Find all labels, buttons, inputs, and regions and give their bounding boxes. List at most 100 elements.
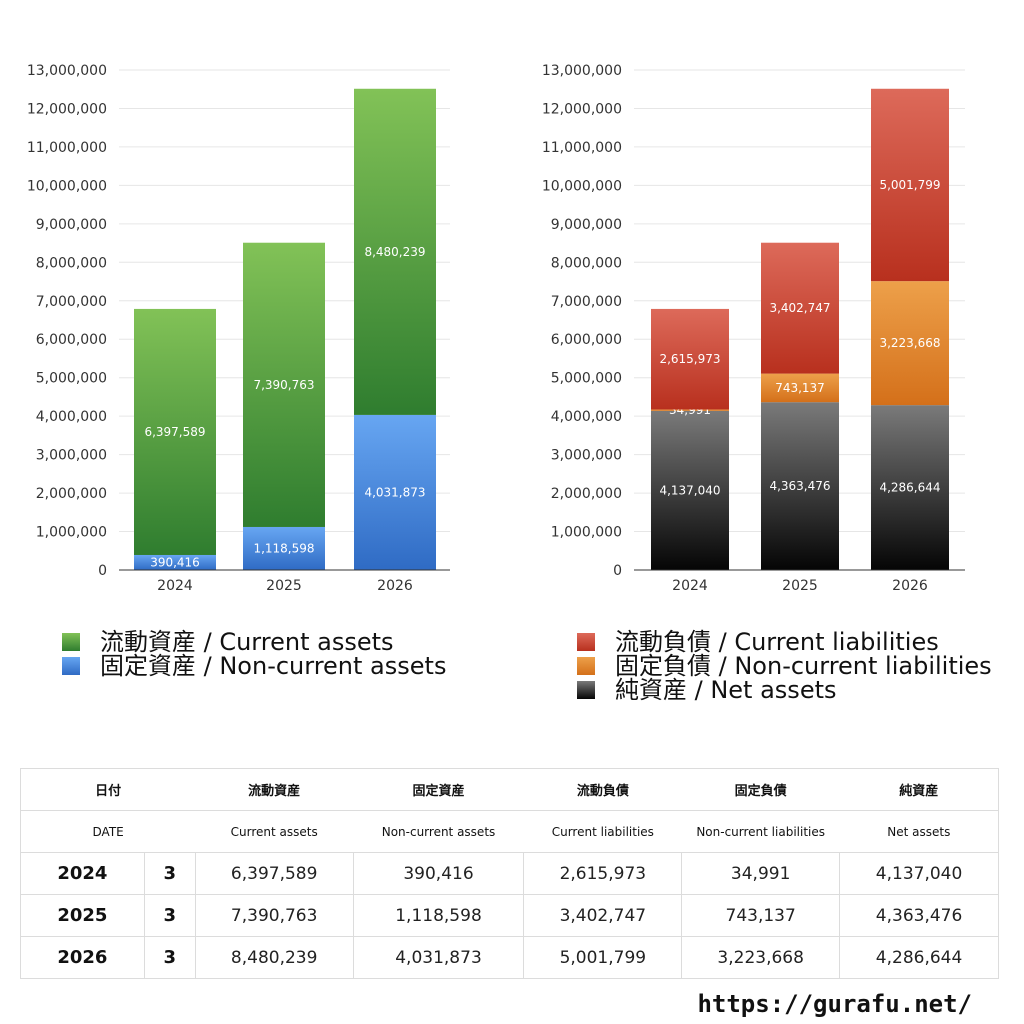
legend-item-current-liabilities: 流動負債 / Current liabilities (577, 630, 992, 654)
liabilities-legend: 流動負債 / Current liabilities 固定負債 / Non-cu… (577, 630, 992, 702)
x-tick-label: 2025 (266, 578, 302, 594)
y-tick-label: 2,000,000 (551, 486, 622, 502)
y-tick-label: 7,000,000 (36, 294, 107, 310)
legend-label: 固定負債 / Non-current liabilities (615, 652, 992, 680)
bar-data-label: 7,390,763 (253, 378, 314, 392)
bar-non-current-assets (354, 414, 436, 570)
legend-label: 流動資産 / Current assets (100, 628, 394, 656)
assets-chart: 0 1,000,000 2,000,000 3,000,000 4,000,000 5,0… (27, 63, 450, 594)
row-month: 3 (143, 894, 196, 937)
cell-non-current-assets: 1,118,598 (352, 894, 525, 937)
legend-swatch-non-current-assets (62, 657, 80, 675)
bar-non-current-liabilities (761, 373, 839, 403)
cell-current-assets: 8,480,239 (194, 936, 354, 979)
bar-data-label: 3,402,747 (769, 301, 830, 315)
table-row: 2025 3 7,390,763 1,118,598 3,402,747 743… (20, 894, 999, 937)
y-tick-label: 12,000,000 (542, 101, 622, 117)
bar-data-label: 4,363,476 (769, 479, 830, 493)
bar-data-label: 4,286,644 (879, 481, 940, 495)
y-tick-label: 8,000,000 (36, 255, 107, 271)
cell-net-assets: 4,363,476 (839, 894, 999, 937)
y-tick-label: 5,000,000 (36, 371, 107, 387)
liabilities-chart: 0 1,000,000 2,000,000 3,000,000 4,000,000 5,0… (542, 63, 965, 594)
cell-non-current-assets: 4,031,873 (352, 936, 525, 979)
bar-non-current-assets (134, 554, 216, 570)
legend-swatch-current-assets (62, 633, 80, 651)
legend-item-non-current-assets: 固定資産 / Non-current assets (62, 654, 446, 678)
y-tick-label: 7,000,000 (551, 294, 622, 310)
bar-data-label: 2,615,973 (659, 352, 720, 366)
y-tick-label: 13,000,000 (27, 63, 107, 79)
cell-net-assets: 4,286,644 (839, 936, 999, 979)
x-tick-label: 2024 (672, 578, 708, 594)
bar-data-label: 5,001,799 (879, 178, 940, 192)
x-tick-label: 2024 (157, 578, 193, 594)
cell-current-assets: 7,390,763 (194, 894, 354, 937)
legend-item-current-assets: 流動資産 / Current assets (62, 630, 446, 654)
cell-non-current-liabilities: 743,137 (681, 894, 841, 937)
y-tick-label: 2,000,000 (36, 486, 107, 502)
header-non-current-liabilities-jp: 固定負債 (681, 768, 840, 811)
header-non-current-assets-jp: 固定資産 (353, 768, 524, 811)
assets-legend: 流動資産 / Current assets 固定資産 / Non-current… (62, 630, 446, 678)
y-tick-label: 0 (98, 563, 107, 579)
y-tick-label: 3,000,000 (551, 448, 622, 464)
header-non-current-liabilities-en: Non-current liabilities (681, 810, 840, 853)
balance-table: 日付 流動資産 固定資産 流動負債 固定負債 純資産 DATE Current … (20, 768, 999, 979)
legend-swatch-non-current-liabilities (577, 657, 595, 675)
y-tick-label: 1,000,000 (36, 525, 107, 541)
y-tick-label: 8,000,000 (551, 255, 622, 271)
cell-current-liabilities: 5,001,799 (523, 936, 683, 979)
bar-data-label: 1,118,598 (253, 541, 314, 555)
y-tick-label: 10,000,000 (27, 178, 107, 194)
y-tick-label: 0 (613, 563, 622, 579)
y-tick-label: 11,000,000 (542, 140, 622, 156)
x-tick-label: 2026 (377, 578, 413, 594)
header-net-assets-en: Net assets (839, 810, 999, 853)
y-tick-label: 6,000,000 (36, 332, 107, 348)
table-row: 2024 3 6,397,589 390,416 2,615,973 34,99… (20, 852, 999, 895)
bar-non-current-liabilities (871, 281, 949, 406)
row-month: 3 (143, 852, 196, 895)
y-tick-label: 9,000,000 (551, 217, 622, 233)
bar-data-label: 8,480,239 (364, 245, 425, 259)
row-year: 2025 (20, 894, 145, 937)
x-tick-label: 2025 (782, 578, 818, 594)
header-non-current-assets-en: Non-current assets (353, 810, 524, 853)
legend-item-non-current-liabilities: 固定負債 / Non-current liabilities (577, 654, 992, 678)
bar-current-assets (243, 242, 325, 527)
legend-label: 流動負債 / Current liabilities (615, 628, 939, 656)
header-current-liabilities-en: Current liabilities (523, 810, 682, 853)
bar-data-label: 6,397,589 (144, 425, 205, 439)
header-date-jp: 日付 (20, 768, 196, 811)
cell-non-current-liabilities: 34,991 (681, 852, 841, 895)
bar-data-label: 390,416 (150, 555, 200, 569)
bar-data-label: 3,223,668 (879, 336, 940, 350)
header-net-assets-jp: 純資産 (839, 768, 999, 811)
bar-data-label: 743,137 (775, 381, 825, 395)
bar-net-assets (761, 402, 839, 570)
bar-net-assets (871, 405, 949, 570)
header-date-en: DATE (20, 810, 196, 853)
site-url-link[interactable]: https://gurafu.net/ (697, 990, 972, 1018)
legend-label: 純資産 / Net assets (615, 676, 837, 704)
y-tick-label: 13,000,000 (542, 63, 622, 79)
y-tick-label: 12,000,000 (27, 101, 107, 117)
header-current-assets-en: Current assets (195, 810, 354, 853)
bar-data-label: 4,031,873 (364, 485, 425, 499)
y-tick-label: 3,000,000 (36, 448, 107, 464)
bar-current-liabilities (651, 308, 729, 410)
cell-current-liabilities: 2,615,973 (523, 852, 683, 895)
table-header-row-en: DATE Current assets Non-current assets C… (20, 810, 999, 853)
cell-current-liabilities: 3,402,747 (523, 894, 683, 937)
cell-non-current-assets: 390,416 (352, 852, 525, 895)
legend-label: 固定資産 / Non-current assets (100, 652, 447, 680)
row-year: 2026 (20, 936, 145, 979)
legend-item-net-assets: 純資産 / Net assets (577, 678, 992, 702)
legend-swatch-current-liabilities (577, 633, 595, 651)
bar-current-assets (354, 88, 436, 415)
bar-data-label: 4,137,040 (659, 483, 720, 497)
y-tick-label: 6,000,000 (551, 332, 622, 348)
bar-current-assets (134, 308, 216, 555)
legend-swatch-net-assets (577, 681, 595, 699)
